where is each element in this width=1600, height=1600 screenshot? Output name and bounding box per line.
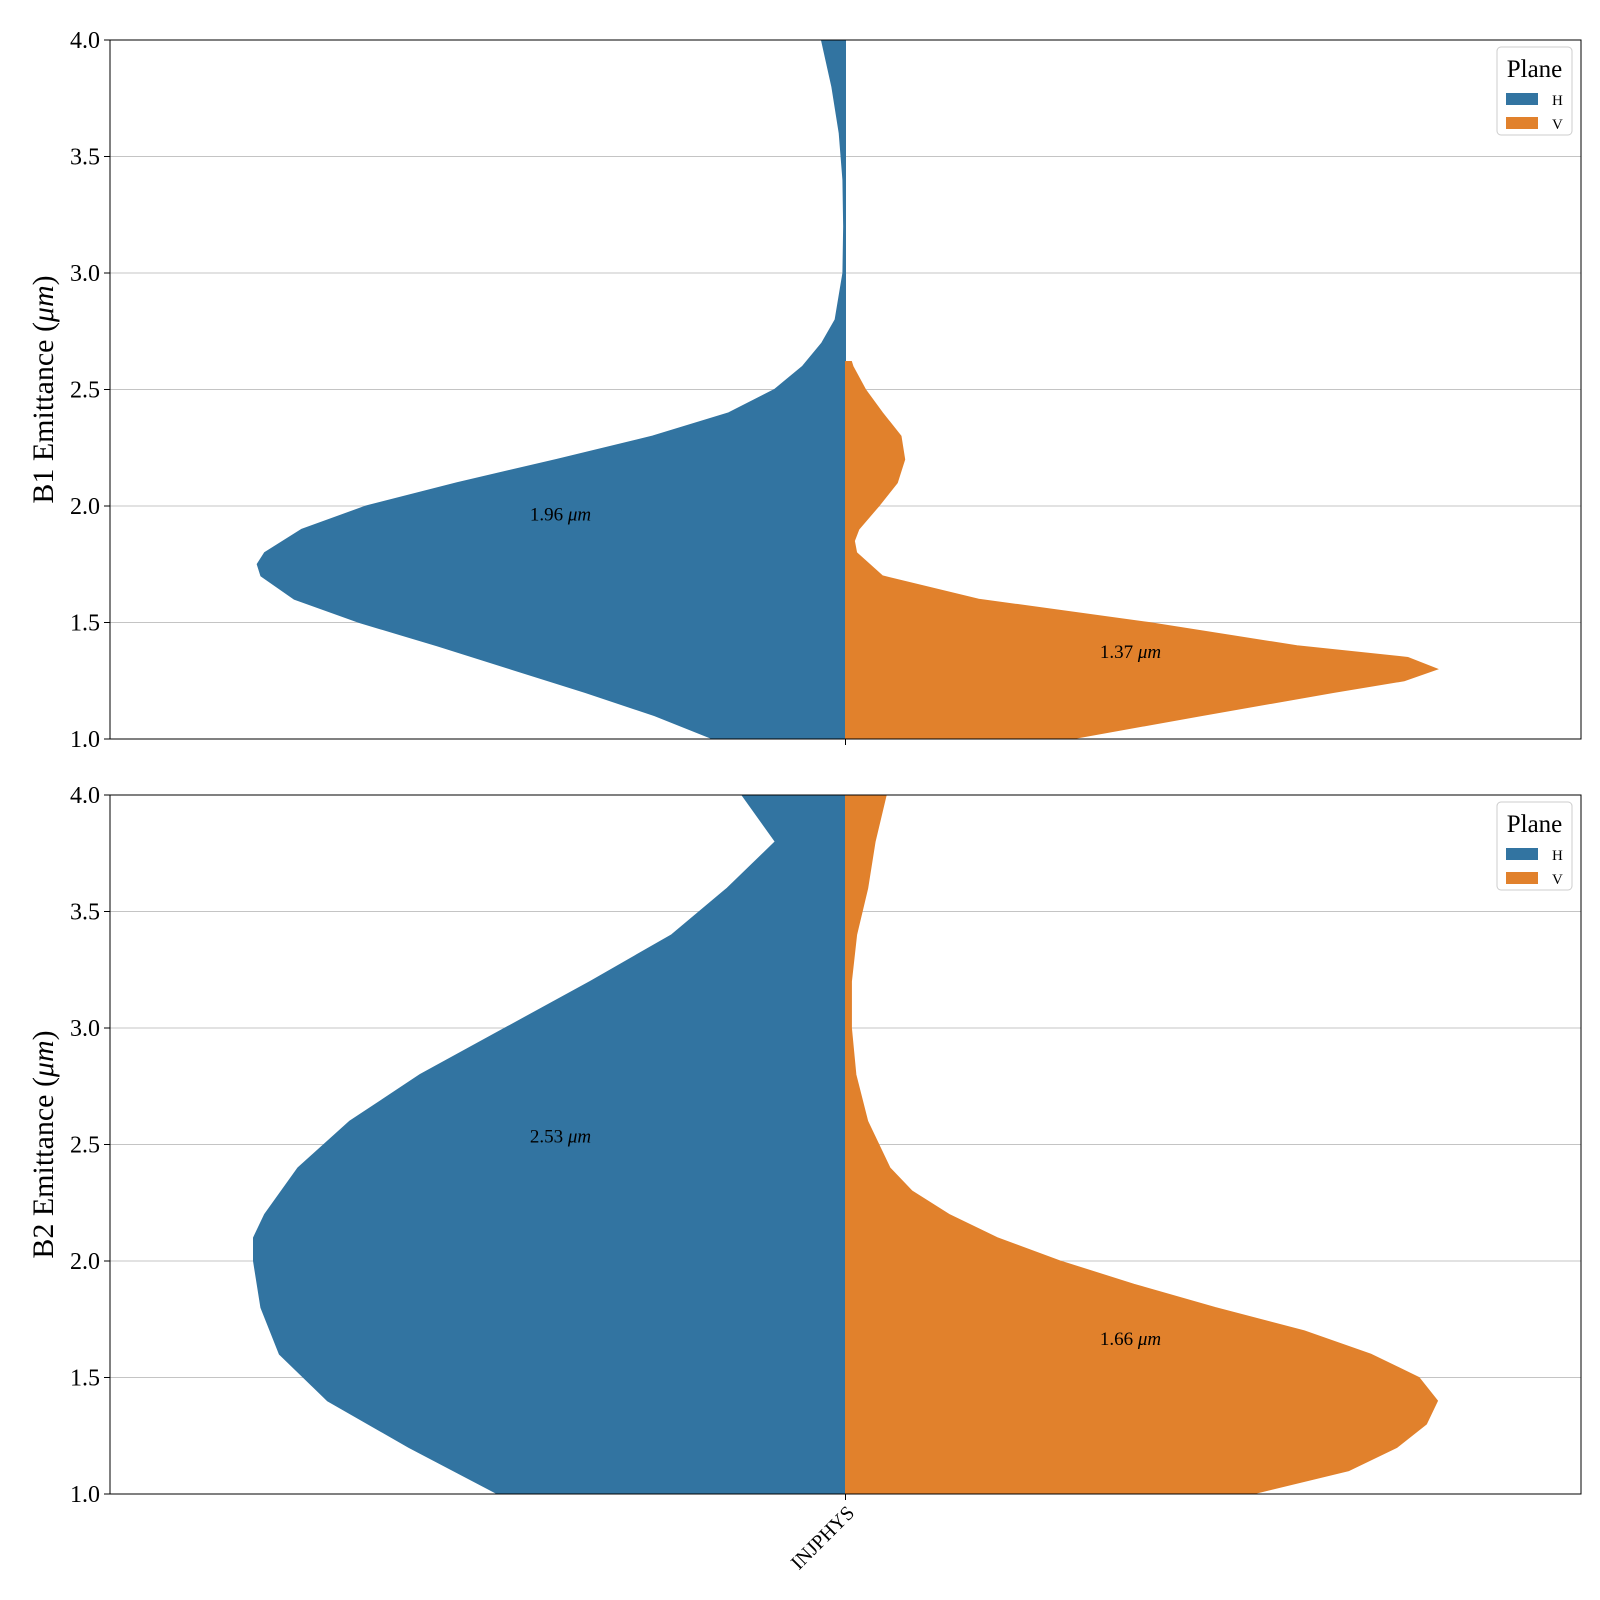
y-axis-label-text: B2 Emittance ( (27, 1077, 60, 1259)
median-label-unit: μm (1137, 1329, 1161, 1350)
y-tick-label: 3.0 (70, 261, 100, 287)
y-axis-label-unit: μm (27, 1040, 60, 1078)
violin-body (253, 795, 1439, 1494)
y-tick-label: 1.0 (70, 1482, 100, 1508)
violin-half-H (253, 795, 846, 1494)
median-label-value: 1.66 (1100, 1329, 1133, 1350)
legend-title: Plane (1507, 811, 1563, 838)
median-label-unit: μm (567, 504, 591, 525)
y-tick-label: 1.5 (70, 1366, 100, 1392)
legend-swatch-H (1506, 93, 1538, 105)
y-axis-label: B2 Emittance (μm) (27, 1030, 60, 1258)
median-label-V: 1.66 μm (1100, 1329, 1161, 1350)
legend-swatch-V (1506, 872, 1538, 884)
median-label-value: 1.37 (1100, 642, 1133, 663)
y-axis-label-text: B1 Emittance ( (27, 322, 60, 504)
legend-label-H: H (1552, 848, 1563, 864)
median-label-H: 2.53 μm (530, 1127, 591, 1148)
median-label-value: 2.53 (530, 1127, 563, 1148)
violin-half-V (845, 361, 1439, 739)
x-tick-label: INJPHYS (787, 1502, 859, 1574)
violin-half-V (845, 795, 1439, 1494)
legend-swatch-V (1506, 117, 1538, 129)
chart-panel-1: 1.96 μm1.37 μm1.01.52.02.53.03.54.0B1 Em… (27, 28, 1582, 753)
legend-label-H: H (1552, 93, 1563, 109)
legend: Plane HV (1496, 801, 1573, 891)
y-tick-label: 4.0 (70, 28, 100, 54)
y-tick-label: 2.0 (70, 1249, 100, 1275)
y-tick-label: 2.5 (70, 1133, 100, 1159)
y-tick-label: 3.0 (70, 1016, 100, 1042)
violin-half-H (256, 40, 846, 739)
y-tick-label: 2.5 (70, 378, 100, 404)
y-tick-label: 3.5 (70, 900, 100, 926)
legend: Plane HV (1496, 46, 1573, 136)
y-axis-label-close: ) (27, 275, 60, 285)
median-label-H: 1.96 μm (530, 504, 591, 525)
y-tick-label: 4.0 (70, 783, 100, 809)
legend-label-V: V (1552, 117, 1563, 133)
legend-label-V: V (1552, 872, 1563, 888)
y-axis-label-unit: μm (27, 285, 60, 323)
median-label-unit: μm (567, 1127, 591, 1148)
y-tick-label: 1.0 (70, 727, 100, 753)
legend-swatch-H (1506, 848, 1538, 860)
legend-title: Plane (1507, 56, 1563, 83)
violin-body (256, 40, 1439, 739)
median-label-V: 1.37 μm (1100, 642, 1161, 663)
median-label-unit: μm (1137, 642, 1161, 663)
y-axis-label: B1 Emittance (μm) (27, 275, 60, 503)
legend-box (1496, 46, 1573, 136)
y-tick-label: 1.5 (70, 611, 100, 637)
y-tick-label: 2.0 (70, 494, 100, 520)
median-label-value: 1.96 (530, 504, 563, 525)
y-tick-label: 3.5 (70, 145, 100, 171)
chart-panel-2: 2.53 μm1.66 μm1.01.52.02.53.03.54.0INJPH… (27, 783, 1582, 1574)
legend-box (1496, 801, 1573, 891)
y-axis-label-close: ) (27, 1030, 60, 1040)
